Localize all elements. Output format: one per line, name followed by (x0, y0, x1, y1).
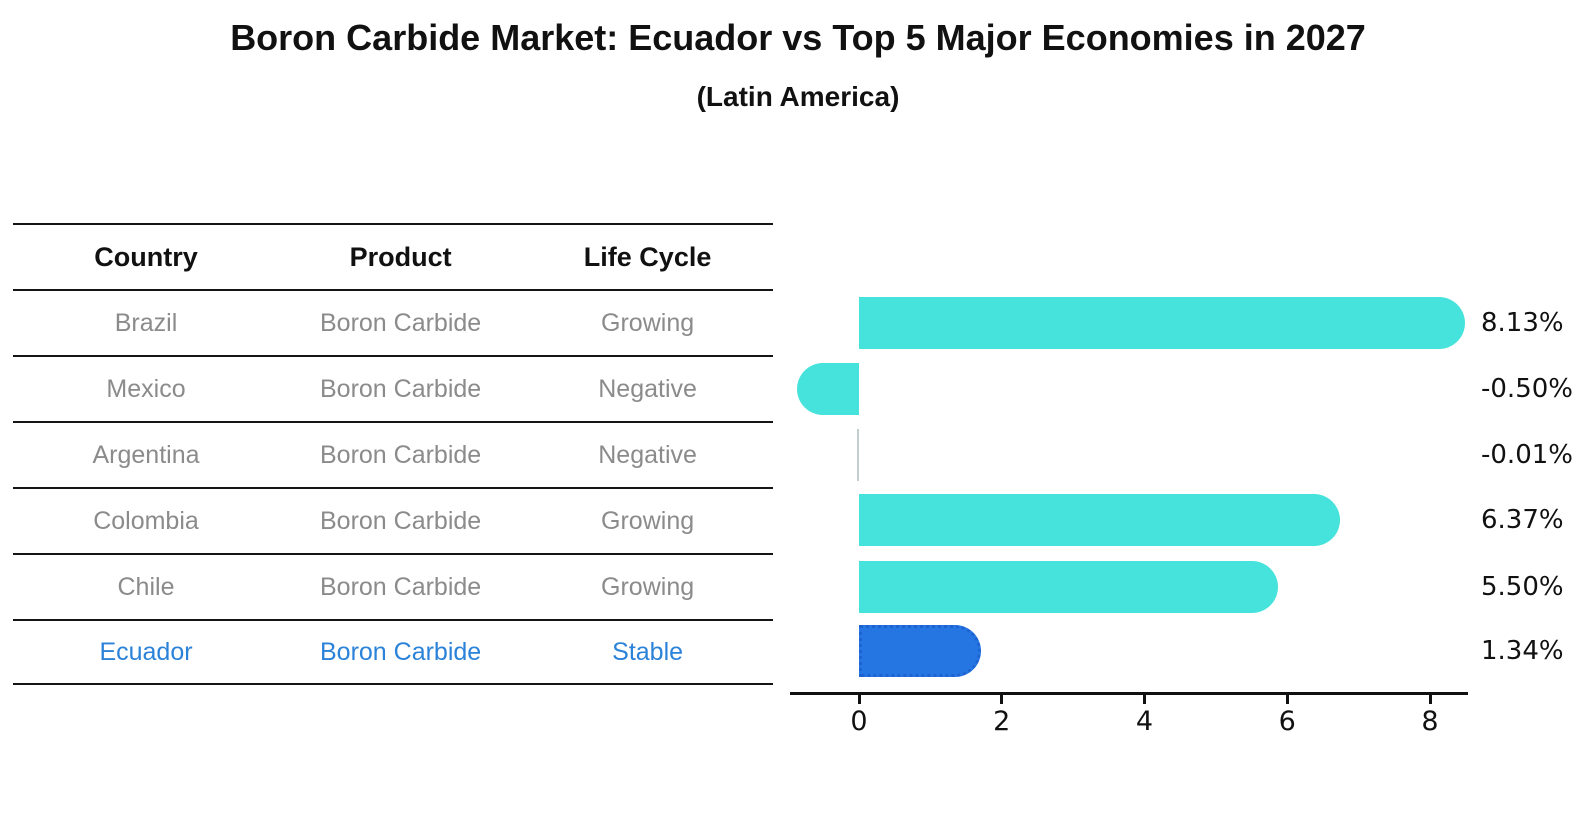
table-cell-lifecycle: Growing (601, 572, 695, 601)
table-cell-country: Colombia (93, 506, 199, 535)
table-cell-lifecycle: Stable (612, 637, 684, 666)
x-tick-label-0: 0 (850, 706, 868, 737)
x-tick-label-6: 6 (1278, 706, 1296, 737)
table-row: Mexico Boron Carbide Negative (13, 355, 773, 421)
table-cell-product: Boron Carbide (319, 572, 482, 601)
table-cell-product: Boron Carbide (319, 374, 482, 403)
x-tick-label-2: 2 (993, 706, 1011, 737)
bar-brazil (859, 297, 1466, 349)
table-row: Argentina Boron Carbide Negative (13, 421, 773, 487)
data-table: Country Product Life Cycle Brazil Boron … (13, 223, 773, 685)
table-cell-country: Argentina (92, 440, 200, 469)
value-label-colombia: 6.37% (1481, 505, 1564, 535)
x-tick-mark-0 (857, 695, 861, 704)
table-row: Chile Boron Carbide Growing (13, 553, 773, 619)
bar-colombia (859, 494, 1340, 546)
table-cell-product: Boron Carbide (319, 308, 482, 337)
bar-mexico (797, 363, 859, 415)
table-cell-product: Boron Carbide (319, 637, 482, 666)
x-tick-label-8: 8 (1421, 706, 1439, 737)
x-tick-mark-2 (1000, 695, 1004, 704)
table-cell-lifecycle: Growing (601, 308, 695, 337)
value-label-ecuador: 1.34% (1481, 636, 1564, 666)
value-label-argentina: -0.01% (1481, 440, 1573, 470)
table-row: Brazil Boron Carbide Growing (13, 289, 773, 355)
x-axis-line (790, 692, 1468, 695)
bar-chile (859, 561, 1278, 613)
x-tick-mark-6 (1285, 695, 1289, 704)
table-cell-lifecycle: Growing (601, 506, 695, 535)
x-tick-mark-8 (1428, 695, 1432, 704)
page-subtitle: (Latin America) (696, 81, 900, 112)
table-row: Colombia Boron Carbide Growing (13, 487, 773, 553)
bar-ecuador (859, 625, 981, 677)
page-title: Boron Carbide Market: Ecuador vs Top 5 M… (230, 17, 1366, 58)
table-header-lifecycle: Life Cycle (583, 241, 712, 272)
table-cell-country: Brazil (114, 308, 178, 337)
value-label-chile: 5.50% (1481, 572, 1564, 602)
bar-argentina (857, 429, 859, 481)
table-cell-lifecycle: Negative (598, 440, 697, 469)
table-row: Ecuador Boron Carbide Stable (13, 619, 773, 685)
value-label-mexico: -0.50% (1481, 374, 1573, 404)
table-cell-country: Chile (117, 572, 175, 601)
value-label-brazil: 8.13% (1481, 308, 1564, 338)
table-cell-product: Boron Carbide (319, 440, 482, 469)
table-cell-country: Ecuador (99, 637, 193, 666)
table-header-row: Country Product Life Cycle (13, 223, 773, 289)
table-cell-lifecycle: Negative (598, 374, 697, 403)
table-cell-product: Boron Carbide (319, 506, 482, 535)
x-tick-mark-4 (1143, 695, 1146, 704)
table-header-country: Country (94, 241, 198, 272)
table-header-product: Product (349, 241, 452, 272)
x-tick-label-4: 4 (1135, 706, 1154, 737)
table-cell-country: Mexico (106, 374, 186, 403)
